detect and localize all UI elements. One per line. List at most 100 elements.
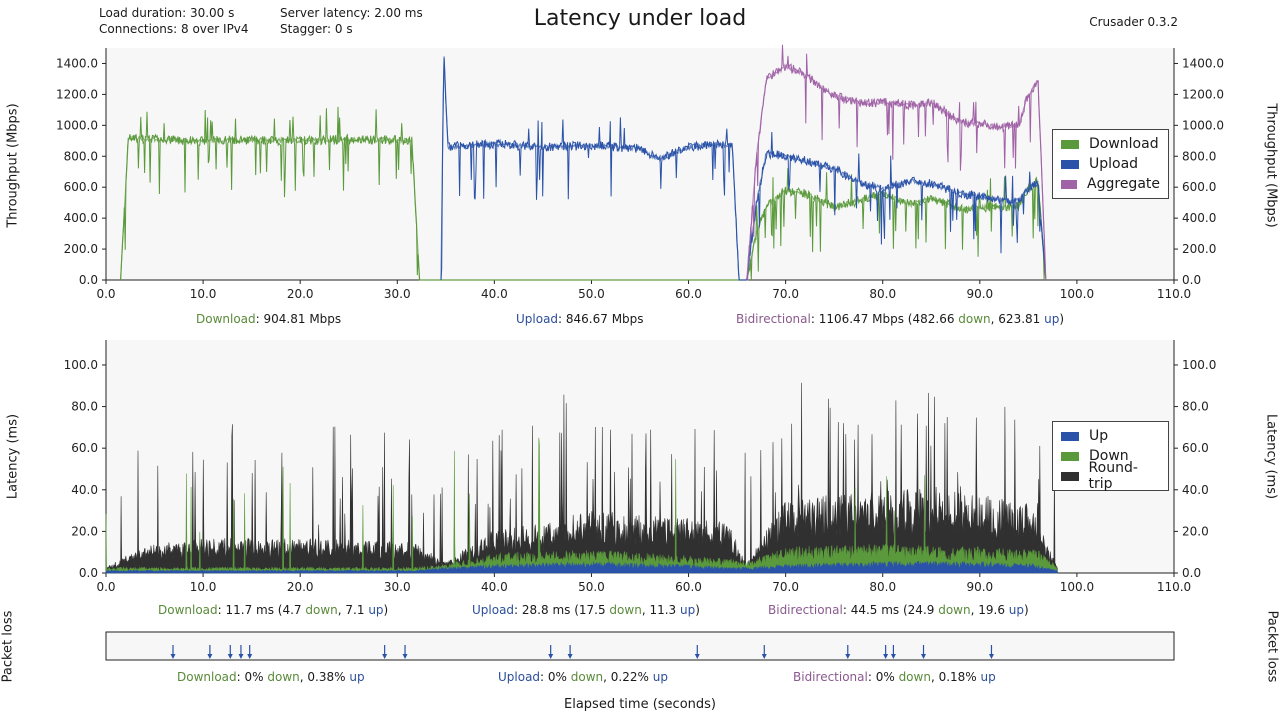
summary-end: ) — [695, 603, 700, 617]
throughput-series-upload-smoothed — [440, 56, 1046, 281]
latency-x-tick-label: 60.0 — [675, 580, 702, 594]
latency-y-tick-label-left: 20.0 — [71, 524, 98, 538]
throughput-series-download-smoothed — [120, 134, 1047, 281]
summary-end: ) — [1059, 312, 1065, 326]
summary-mid: , 623.81 — [990, 312, 1045, 326]
summary-mid: , 7.1 — [337, 603, 369, 617]
summary-up-word: up — [349, 670, 365, 684]
summary-up-word: up — [980, 670, 996, 684]
throughput-y-tick-label-right: 1200.0 — [1182, 87, 1224, 101]
summary-value: : 904.81 Mbps — [255, 312, 342, 326]
latency-x-tick-label: 110.0 — [1157, 580, 1191, 594]
summary-value: : 0% — [540, 670, 571, 684]
summary-down-word: down — [609, 603, 642, 617]
packet-loss-arrowhead — [238, 654, 244, 659]
throughput-y-tick-label-left: 800.0 — [64, 149, 98, 163]
summary-mid: , 0.18% — [930, 670, 981, 684]
throughput-x-tick-label: 0.0 — [96, 287, 115, 301]
summary-value: : 1106.47 Mbps (482.66 — [810, 312, 959, 326]
summary-label: Download — [196, 312, 256, 326]
throughput-y-tick-label-left: 1000.0 — [56, 118, 98, 132]
summary-value: : 44.5 ms (24.9 — [842, 603, 939, 617]
legend-aggregate: Aggregate — [1061, 174, 1160, 194]
throughput-series-aggregate-smoothed — [746, 63, 1047, 281]
legend-label: Download — [1089, 136, 1159, 152]
latency-y-tick-label-right: 100.0 — [1182, 358, 1216, 372]
summary-down-word: down — [898, 670, 931, 684]
summary-up-word: up — [679, 603, 696, 617]
latency-x-tick-label: 0.0 — [96, 580, 115, 594]
latency-x-tick-label: 40.0 — [481, 580, 508, 594]
latency-ylabel-left: Latency (ms) — [5, 413, 21, 500]
summary-mid: , 0.38% — [299, 670, 350, 684]
summary-mid: , 11.3 — [641, 603, 680, 617]
packetloss-download-summary: Download: 0% down, 0.38% up — [177, 670, 365, 684]
latency-y-tick-label-left: 40.0 — [71, 483, 98, 497]
legend-swatch — [1061, 451, 1079, 461]
test-parameters-right: Server latency: 2.00 ms Stagger: 0 s — [280, 5, 423, 37]
summary-label: Bidirectional — [768, 603, 843, 617]
legend-swatch — [1061, 471, 1079, 481]
legend-roundtrip: Round-trip — [1061, 460, 1160, 492]
latency-x-tick-label: 80.0 — [869, 580, 896, 594]
legend-label: Up — [1089, 428, 1109, 444]
summary-up-word: up — [1044, 312, 1060, 326]
throughput-x-tick-label: 10.0 — [190, 287, 217, 301]
latency-y-tick-label-right: 40.0 — [1182, 483, 1209, 497]
packet-loss-arrowhead — [845, 654, 851, 659]
latency-x-tick-label: 50.0 — [578, 580, 605, 594]
summary-value: : 11.7 ms (4.7 — [217, 603, 306, 617]
latency-bidirectional-summary: Bidirectional: 44.5 ms (24.9 down, 19.6 … — [768, 603, 1029, 617]
throughput-x-tick-label: 100.0 — [1060, 287, 1094, 301]
summary-value: : 0% — [236, 670, 268, 684]
throughput-bidirectional-summary: Bidirectional: 1106.47 Mbps (482.66 down… — [736, 312, 1064, 326]
throughput-y-tick-label-left: 1200.0 — [56, 87, 98, 101]
latency-x-tick-label: 10.0 — [190, 580, 217, 594]
legend-label: Down — [1089, 448, 1129, 464]
packet-loss-arrowhead — [883, 654, 889, 659]
throughput-y-tick-label-left: 0.0 — [79, 273, 98, 287]
summary-value: : 28.8 ms (17.5 — [514, 603, 610, 617]
throughput-y-tick-label-left: 1400.0 — [56, 56, 98, 70]
summary-value: : 0% — [867, 670, 899, 684]
summary-label: Bidirectional — [736, 312, 811, 326]
packet-loss-arrowhead — [921, 654, 927, 659]
summary-label: Upload — [498, 670, 541, 684]
throughput-x-tick-label: 90.0 — [966, 287, 993, 301]
packetloss-upload-summary: Upload: 0% down, 0.22% up — [498, 670, 668, 684]
packet-loss-arrowhead — [890, 654, 896, 659]
legend-swatch — [1061, 139, 1079, 149]
summary-value: : 846.67 Mbps — [558, 312, 644, 326]
summary-down-word: down — [267, 670, 300, 684]
latency-y-tick-label-left: 0.0 — [79, 566, 98, 580]
throughput-y-tick-label-right: 800.0 — [1182, 149, 1216, 163]
summary-end: ) — [1024, 603, 1029, 617]
throughput-x-tick-label: 80.0 — [869, 287, 896, 301]
latency-x-tick-label: 20.0 — [287, 580, 314, 594]
packet-loss-arrowhead — [207, 654, 213, 659]
packet-loss-arrowhead — [761, 654, 767, 659]
legend-swatch — [1061, 179, 1078, 189]
packet-loss-arrowhead — [694, 654, 700, 659]
packet-loss-arrowhead — [227, 654, 233, 659]
latency-y-tick-label-left: 80.0 — [71, 400, 98, 414]
throughput-y-tick-label-right: 600.0 — [1182, 180, 1216, 194]
chart-title: Latency under load — [533, 6, 747, 31]
summary-up-word: up — [368, 603, 384, 617]
latency-y-tick-label-right: 20.0 — [1182, 524, 1209, 538]
throughput-x-tick-label: 20.0 — [287, 287, 314, 301]
packet-loss-arrowhead — [247, 654, 253, 659]
latency-upload-summary: Upload: 28.8 ms (17.5 down, 11.3 up) — [472, 603, 700, 617]
throughput-y-tick-label-right: 0.0 — [1182, 273, 1201, 287]
throughput-y-tick-label-left: 400.0 — [64, 211, 98, 225]
packet-loss-arrowhead — [988, 654, 994, 659]
packet-loss-arrowhead — [402, 654, 408, 659]
packetloss-ylabel-left: Packet loss — [0, 610, 16, 683]
latency-y-tick-label-right: 60.0 — [1182, 441, 1209, 455]
legend-label: Upload — [1089, 156, 1139, 172]
latency-x-tick-label: 70.0 — [772, 580, 799, 594]
latency-ylabel-right: Latency (ms) — [1263, 413, 1279, 500]
legend-label: Round-trip — [1088, 460, 1138, 492]
summary-up-word: up — [1008, 603, 1025, 617]
